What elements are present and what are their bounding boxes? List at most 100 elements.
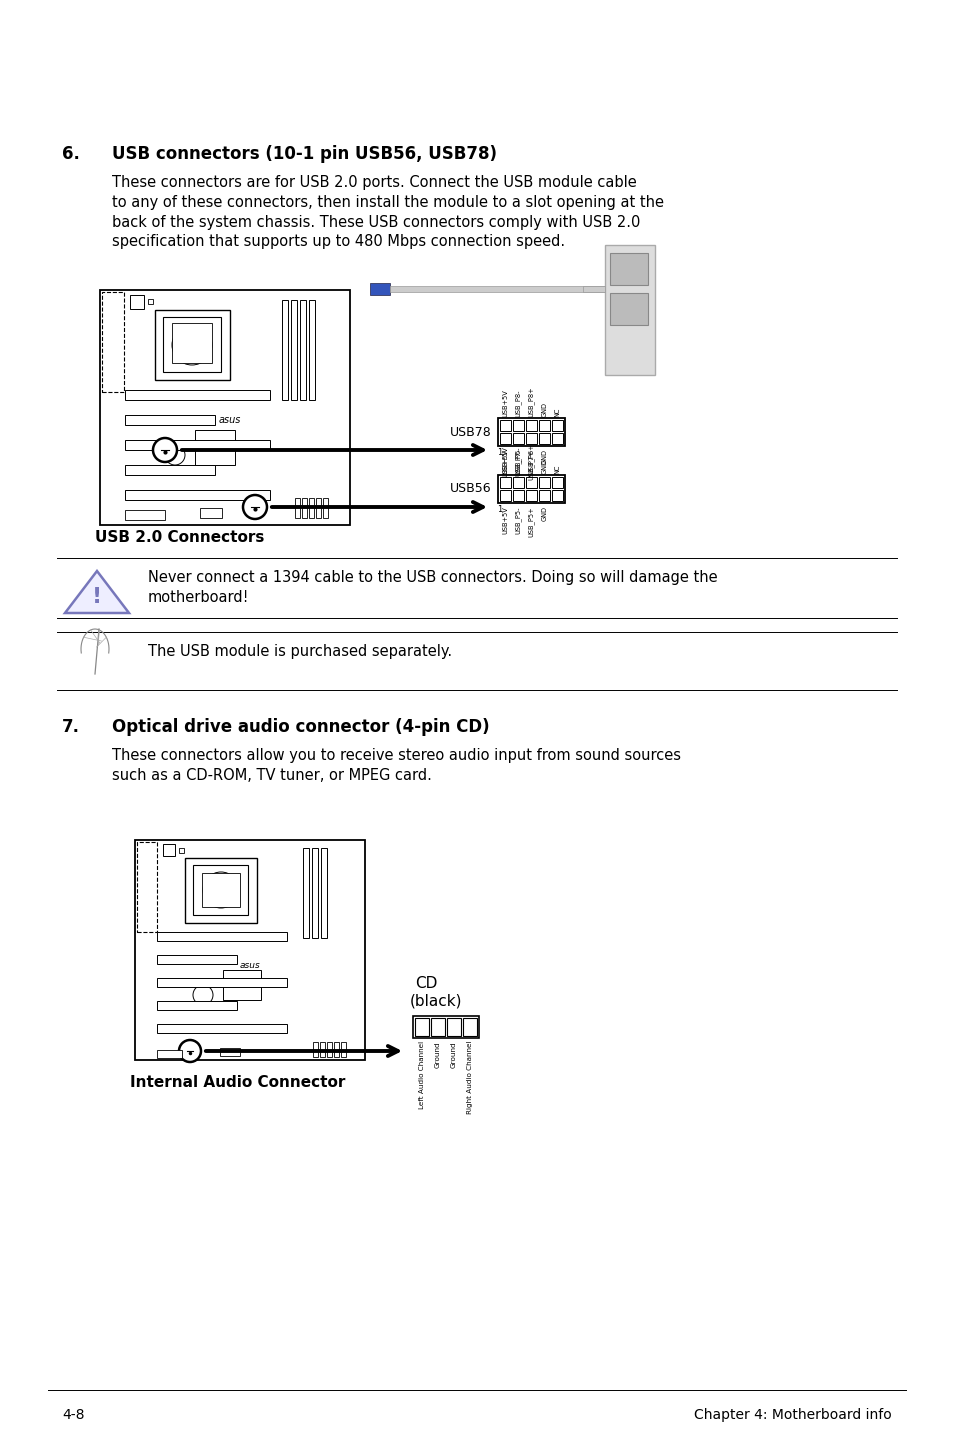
Text: USB+5V: USB+5V [502, 449, 508, 477]
Bar [340, 1043, 346, 1057]
Bar [154, 311, 230, 380]
Text: USB56: USB56 [450, 483, 492, 496]
Bar [157, 1001, 236, 1009]
Bar [179, 848, 184, 853]
Text: These connectors allow you to receive stereo audio input from sound sources
such: These connectors allow you to receive st… [112, 748, 680, 782]
Text: Optical drive audio connector (4-pin CD): Optical drive audio connector (4-pin CD) [112, 718, 489, 736]
Text: USB+5V: USB+5V [502, 446, 508, 475]
Text: Ground: Ground [451, 1041, 456, 1067]
Bar [125, 490, 270, 500]
Circle shape [172, 325, 212, 365]
Bar [413, 1017, 478, 1038]
Bar [525, 433, 537, 444]
Bar [163, 844, 174, 856]
Text: Left Audio Channel: Left Audio Channel [418, 1041, 424, 1109]
Bar [390, 286, 604, 292]
Bar [513, 433, 523, 444]
Bar [499, 477, 511, 487]
Bar [282, 301, 288, 400]
Text: USB_P6+: USB_P6+ [528, 443, 535, 475]
Bar [552, 490, 562, 500]
Circle shape [179, 1040, 201, 1063]
Text: USB_P5-: USB_P5- [515, 506, 521, 533]
Bar [323, 498, 328, 518]
Bar [100, 290, 350, 525]
Bar [415, 1018, 429, 1035]
Bar [130, 295, 144, 309]
Text: USB+5V: USB+5V [502, 390, 508, 417]
Text: NC: NC [554, 407, 560, 417]
Bar [185, 858, 256, 923]
Text: USB 2.0 Connectors: USB 2.0 Connectors [95, 531, 264, 545]
Bar [157, 955, 236, 963]
Bar [148, 299, 152, 303]
Polygon shape [65, 571, 129, 613]
Bar [513, 420, 523, 431]
Text: !: ! [91, 587, 102, 607]
Bar [499, 420, 511, 431]
Bar [609, 293, 647, 325]
Text: 1: 1 [497, 449, 501, 457]
Text: asus: asus [218, 416, 241, 426]
Bar [447, 1018, 460, 1035]
Text: USB_P7-: USB_P7- [515, 449, 521, 476]
Bar [135, 840, 365, 1060]
Bar [327, 1043, 332, 1057]
Bar [604, 244, 655, 375]
Circle shape [165, 444, 185, 464]
Bar [291, 301, 296, 400]
Text: Internal Audio Connector: Internal Audio Connector [130, 1076, 345, 1090]
Text: GND: GND [541, 459, 547, 475]
Bar [313, 1043, 317, 1057]
Text: CD: CD [415, 976, 436, 991]
Text: USB_P7+: USB_P7+ [528, 449, 535, 480]
Text: USB78: USB78 [450, 426, 492, 439]
Circle shape [152, 439, 177, 462]
Bar [525, 490, 537, 500]
Bar [552, 433, 562, 444]
Text: USB_P5+: USB_P5+ [528, 506, 535, 536]
Bar [538, 490, 550, 500]
Bar [125, 440, 270, 450]
Bar [319, 1043, 325, 1057]
Bar [334, 1043, 338, 1057]
Text: 1: 1 [497, 505, 501, 513]
Bar [194, 430, 234, 464]
Bar [582, 286, 604, 292]
Bar [370, 283, 390, 295]
Circle shape [243, 495, 267, 519]
Text: The USB module is purchased separately.: The USB module is purchased separately. [148, 644, 452, 659]
Bar [552, 477, 562, 487]
Bar [312, 848, 317, 938]
Bar [538, 477, 550, 487]
Bar [125, 390, 270, 400]
Text: These connectors are for USB 2.0 ports. Connect the USB module cable
to any of t: These connectors are for USB 2.0 ports. … [112, 175, 663, 249]
Bar [302, 498, 307, 518]
Bar [525, 420, 537, 431]
Bar [157, 1050, 182, 1058]
Bar [125, 510, 165, 521]
Bar [309, 301, 314, 400]
Bar [200, 508, 222, 518]
Bar [102, 292, 124, 393]
Text: USB+5V: USB+5V [502, 506, 508, 533]
Text: 4-8: 4-8 [62, 1408, 85, 1422]
Bar [193, 866, 248, 915]
Bar [202, 873, 240, 907]
Bar [497, 475, 564, 503]
Bar [125, 464, 214, 475]
Text: Never connect a 1394 cable to the USB connectors. Doing so will damage the
mothe: Never connect a 1394 cable to the USB co… [148, 569, 717, 605]
Bar [499, 490, 511, 500]
Bar [157, 978, 287, 986]
Bar [299, 301, 306, 400]
Text: Right Audio Channel: Right Audio Channel [467, 1041, 473, 1114]
Circle shape [193, 985, 213, 1005]
Bar [157, 932, 287, 940]
Bar [513, 477, 523, 487]
Text: asus: asus [239, 961, 260, 969]
Bar [137, 843, 157, 932]
Bar [525, 477, 537, 487]
Bar [609, 253, 647, 285]
Bar [538, 420, 550, 431]
Bar [125, 416, 214, 426]
